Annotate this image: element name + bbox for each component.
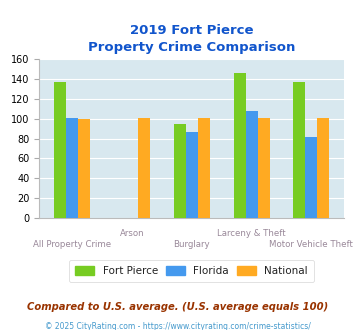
Text: Compared to U.S. average. (U.S. average equals 100): Compared to U.S. average. (U.S. average … [27, 302, 328, 312]
Bar [186, 132, 198, 218]
Text: Motor Vehicle Theft: Motor Vehicle Theft [269, 240, 353, 249]
Bar [54, 82, 66, 218]
Text: Arson: Arson [120, 229, 144, 238]
Bar [66, 118, 78, 218]
Bar [257, 118, 269, 218]
Title: 2019 Fort Pierce
Property Crime Comparison: 2019 Fort Pierce Property Crime Comparis… [88, 24, 295, 54]
Text: Burglary: Burglary [173, 240, 210, 249]
Bar [246, 111, 257, 218]
Bar [317, 118, 329, 218]
Text: © 2025 CityRating.com - https://www.cityrating.com/crime-statistics/: © 2025 CityRating.com - https://www.city… [45, 322, 310, 330]
Bar [294, 82, 305, 218]
Bar [305, 137, 317, 218]
Bar [198, 118, 210, 218]
Bar [174, 124, 186, 218]
Text: All Property Crime: All Property Crime [33, 240, 111, 249]
Bar [138, 118, 150, 218]
Bar [234, 73, 246, 218]
Legend: Fort Pierce, Florida, National: Fort Pierce, Florida, National [69, 260, 314, 282]
Text: Larceny & Theft: Larceny & Theft [217, 229, 286, 238]
Bar [78, 119, 90, 218]
